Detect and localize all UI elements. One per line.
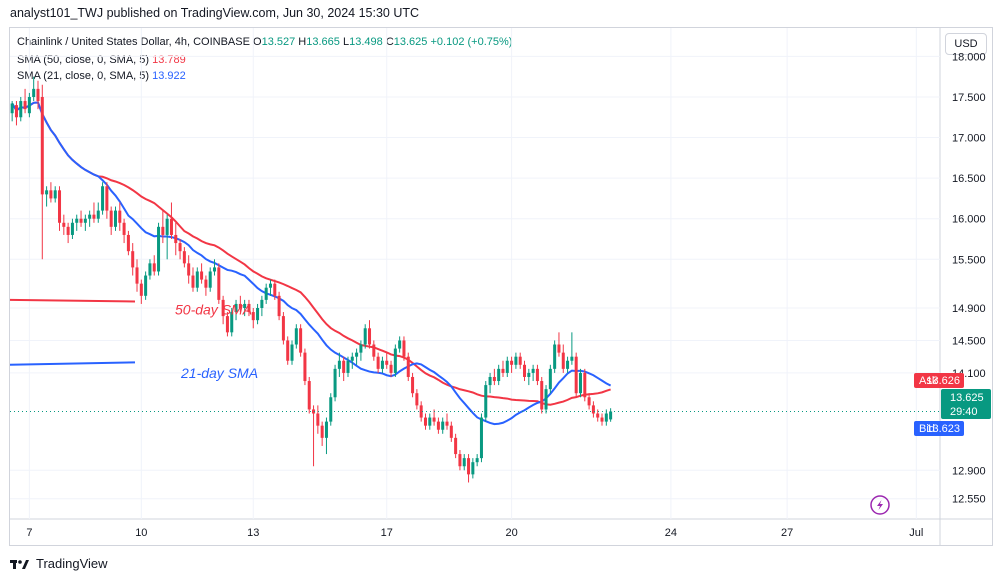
tradingview-logo-icon[interactable] <box>10 558 30 570</box>
symbol-legend: Chainlink / United States Dollar, 4h, CO… <box>17 36 512 48</box>
sma50-legend[interactable]: SMA (50, close, 0, SMA, 5) 13.789 <box>17 54 186 66</box>
sma21-legend[interactable]: SMA (21, close, 0, SMA, 5) 13.922 <box>17 70 186 82</box>
publisher-line: analyst101_TWJ published on TradingView.… <box>10 6 420 20</box>
high-label: H <box>298 36 307 48</box>
close-label: C <box>385 36 394 48</box>
tradingview-brand[interactable]: TradingView <box>36 556 108 571</box>
close-value: 13.625 <box>393 36 428 48</box>
open-label: O <box>253 36 262 48</box>
currency-button[interactable]: USD <box>945 33 987 55</box>
footer: TradingView <box>10 556 108 571</box>
sma50-label: SMA (50, close, 0, SMA, 5) <box>17 54 150 66</box>
sma21-label: SMA (21, close, 0, SMA, 5) <box>17 70 150 82</box>
change-value: +0.102 (+0.75%) <box>430 36 513 48</box>
sma21-value: 13.922 <box>152 70 186 82</box>
low-value: 13.498 <box>349 36 383 48</box>
low-label: L <box>342 36 350 48</box>
high-value: 13.665 <box>306 36 340 48</box>
sma50-value: 13.789 <box>152 54 186 66</box>
chart-frame <box>9 27 993 546</box>
symbol-name[interactable]: Chainlink / United States Dollar, 4h, CO… <box>17 36 250 48</box>
open-value: 13.527 <box>261 36 296 48</box>
